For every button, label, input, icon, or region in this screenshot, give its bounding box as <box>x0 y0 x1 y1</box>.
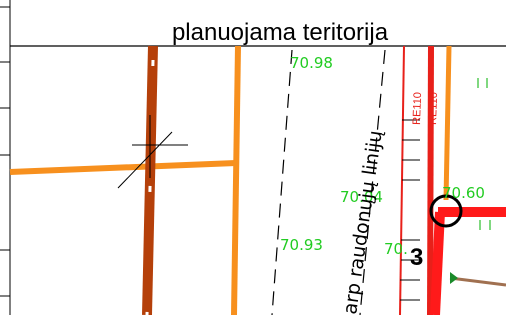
map-view: planuojama teritorija <box>0 0 506 315</box>
elevation-label: 70. <box>384 240 408 258</box>
line-code: RE110 <box>411 92 424 125</box>
elevation-label: 70.93 <box>280 236 323 254</box>
line-code: RE110 <box>427 92 440 125</box>
header-title: planuojama teritorija <box>172 19 389 46</box>
main-road <box>147 46 153 315</box>
plot-number: 3 <box>410 244 423 271</box>
elevation-label: 70.60 <box>442 184 485 202</box>
elevation-label: 70.98 <box>290 54 333 72</box>
